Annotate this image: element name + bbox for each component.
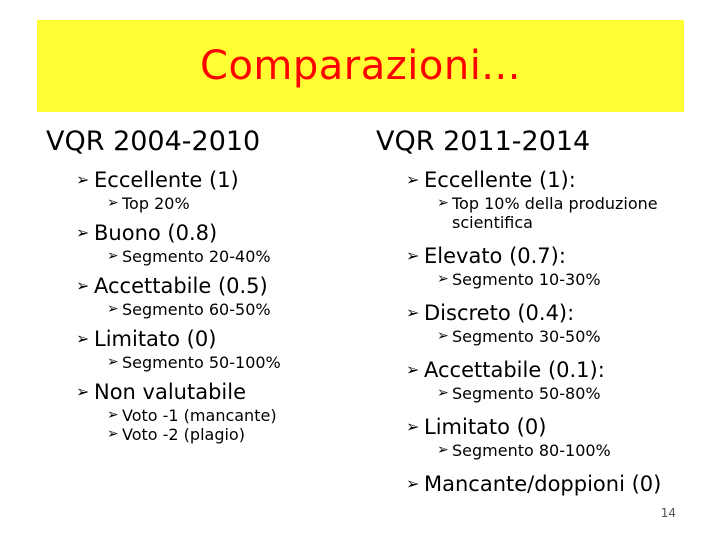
list-item: ➢ Accettabile (0.1): <box>406 358 605 382</box>
left-column: VQR 2004-2010 ➢ Eccellente (1) ➢ Top 20% ➢… <box>46 122 366 444</box>
page-number: 14 <box>660 506 676 520</box>
arrow-bullet-icon: ➢ <box>437 328 449 344</box>
list-subitem: ➢ Segmento 80-100% <box>437 441 611 460</box>
arrow-bullet-icon: ➢ <box>107 407 119 423</box>
arrow-bullet-icon: ➢ <box>107 195 119 211</box>
arrow-bullet-icon: ➢ <box>76 329 90 348</box>
arrow-bullet-icon: ➢ <box>76 223 90 242</box>
list-subitem: ➢ Top 20% <box>107 194 190 213</box>
arrow-bullet-icon: ➢ <box>406 474 420 493</box>
arrow-bullet-icon: ➢ <box>406 417 420 436</box>
arrow-bullet-icon: ➢ <box>437 385 449 401</box>
list-item: ➢ Limitato (0) <box>76 327 217 351</box>
right-column-heading: VQR 2011-2014 <box>376 126 591 157</box>
list-subitem: ➢ Segmento 50-80% <box>437 384 601 403</box>
list-item: ➢ Eccellente (1): <box>406 168 576 192</box>
right-column: VQR 2011-2014 ➢ Eccellente (1): ➢ Top 10% … <box>376 122 716 498</box>
list-item: ➢ Accettabile (0.5) <box>76 274 268 298</box>
arrow-bullet-icon: ➢ <box>107 301 119 317</box>
left-column-heading: VQR 2004-2010 <box>46 126 261 157</box>
list-subitem: ➢ Voto -2 (plagio) <box>107 425 245 444</box>
arrow-bullet-icon: ➢ <box>406 303 420 322</box>
list-subitem: ➢ Segmento 10-30% <box>437 270 601 289</box>
list-subitem: ➢ Top 10% della produzione scientifica <box>437 194 658 232</box>
title-banner: Comparazioni... <box>37 20 684 112</box>
list-subitem: ➢ Segmento 30-50% <box>437 327 601 346</box>
list-item: ➢ Elevato (0.7): <box>406 244 566 268</box>
arrow-bullet-icon: ➢ <box>437 271 449 287</box>
list-item: ➢ Limitato (0) <box>406 415 547 439</box>
list-item: ➢ Non valutabile <box>76 380 247 404</box>
arrow-bullet-icon: ➢ <box>437 442 449 458</box>
list-item: ➢ Mancante/doppioni (0) <box>406 472 662 496</box>
arrow-bullet-icon: ➢ <box>76 170 90 189</box>
list-item: ➢ Eccellente (1) <box>76 168 239 192</box>
arrow-bullet-icon: ➢ <box>107 354 119 370</box>
arrow-bullet-icon: ➢ <box>107 248 119 264</box>
arrow-bullet-icon: ➢ <box>76 382 90 401</box>
list-subitem: ➢ Segmento 50-100% <box>107 353 281 372</box>
list-subitem: ➢ Segmento 20-40% <box>107 247 271 266</box>
list-subitem: ➢ Voto -1 (mancante) <box>107 406 277 425</box>
arrow-bullet-icon: ➢ <box>437 195 449 211</box>
arrow-bullet-icon: ➢ <box>107 426 119 442</box>
slide-title: Comparazioni... <box>200 43 521 89</box>
arrow-bullet-icon: ➢ <box>76 276 90 295</box>
arrow-bullet-icon: ➢ <box>406 170 420 189</box>
arrow-bullet-icon: ➢ <box>406 360 420 379</box>
list-item: ➢ Buono (0.8) <box>76 221 218 245</box>
list-subitem: ➢ Segmento 60-50% <box>107 300 271 319</box>
arrow-bullet-icon: ➢ <box>406 246 420 265</box>
list-item: ➢ Discreto (0.4): <box>406 301 575 325</box>
